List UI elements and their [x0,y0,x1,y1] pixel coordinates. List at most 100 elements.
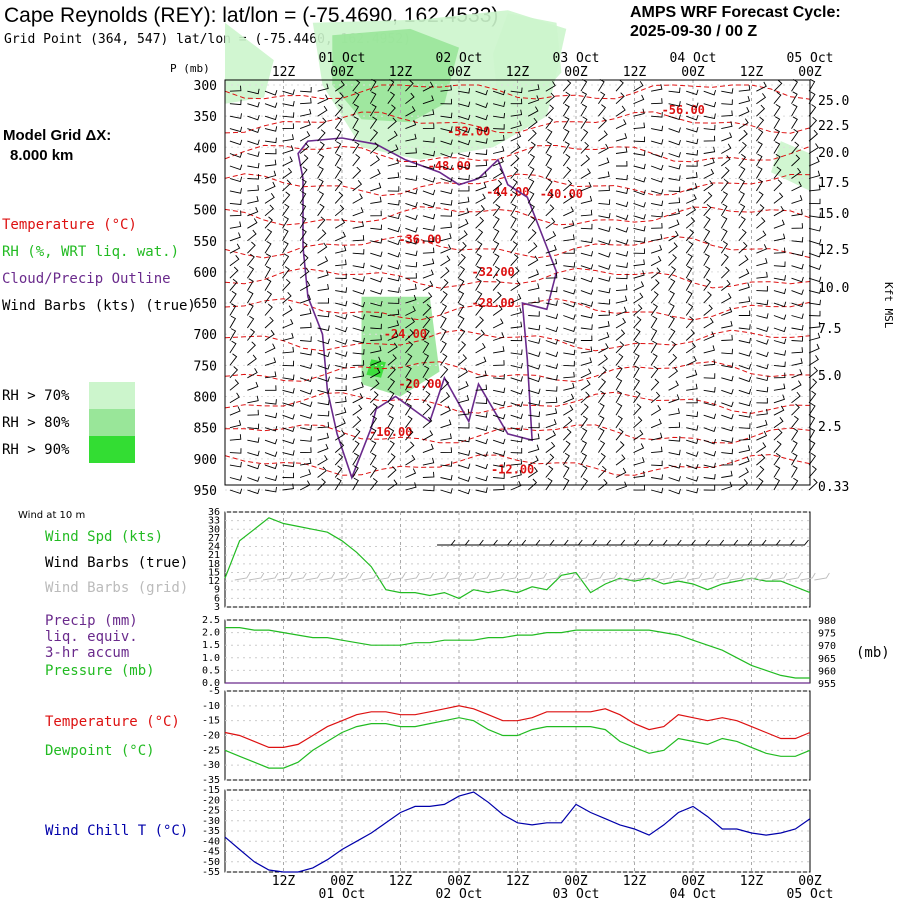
wind-barb [720,166,730,179]
wind-barb [756,408,768,416]
wind-barb [756,141,763,154]
wind-barb [545,419,557,429]
wind-barb [685,278,693,291]
wind-barb [492,203,501,217]
wind-barb [317,256,329,267]
wind-barb [773,104,781,117]
wind-barbs-legend: Wind Barbs (kts) (true) [2,298,196,314]
wind-barb [527,166,535,179]
wind-barb [668,380,679,391]
wind-barb [387,144,399,154]
wind-barb [405,441,415,453]
wind-barb [492,216,500,229]
wind-barb [370,251,383,257]
wind-barb [773,261,786,267]
wind-barb [598,354,608,366]
wind-barb [282,401,295,407]
wind-barb [773,91,782,104]
wind-barb [440,365,449,379]
wind-barb [563,349,576,356]
wind-barb [721,481,733,491]
cloud-legend: Cloud/Precip Outline [2,271,171,287]
wind-barb [300,336,312,342]
wind-barb [686,138,699,145]
grid-wind-barb [446,572,463,581]
wind-barb [247,265,255,279]
grid-wind-barb [701,572,717,581]
wind-barb [405,250,418,257]
wind-barb [615,201,629,208]
wind-barb [247,368,258,379]
height-tick-label: 7.5 [818,322,841,337]
wind-barb [475,228,484,242]
wind-barb [773,79,783,92]
wind-barb [387,226,401,233]
wind-barb [422,189,436,196]
wind-barb [492,157,504,167]
wind-barb [563,405,574,416]
wind-barb [527,242,538,254]
wind-barb [598,453,606,466]
wind-barb [510,425,523,431]
wind-barb [493,473,505,479]
wind-barb [651,98,663,105]
wind-barb [475,463,488,470]
wind-barb [229,420,242,429]
wind-barb [528,422,540,429]
wind-barb [738,388,752,395]
temp-panel: -35 -30 -25 -20 -15 -10 -5 [202,686,811,786]
wind-barb [545,116,554,129]
wind-barb [738,241,748,254]
cloud-outline [297,137,558,480]
grid-wind-barb [347,572,364,581]
surface-wind-barb [691,539,710,546]
wind-barb [703,400,716,407]
wind-barb [247,328,256,341]
rh-shading [225,10,810,397]
wind-barb [721,362,734,369]
wind-barb [528,455,539,466]
windchill-panel-ytick: -25 [202,806,220,817]
wind-barb [335,287,348,293]
wind-barb [756,257,768,267]
grid-wind-barb [644,572,661,581]
wind-barb [352,326,366,332]
wind-barb [510,436,523,443]
wind-barb [773,141,781,154]
wind-barb [440,244,452,254]
wind-barb [440,152,453,158]
wind-barb [633,457,645,466]
wind-barb [299,131,311,142]
windchill-panel-ytick: -50 [202,857,220,868]
wind-barb [335,231,346,242]
wind-barb [264,290,273,304]
wind-barb [334,80,345,92]
wind-barb [773,288,787,295]
model-grid-value: 8.000 km [10,147,74,164]
wind-barb [387,213,401,220]
wind-barb [686,161,698,167]
surface-wind-barb [465,539,484,546]
wind-barb [475,425,488,432]
wind-barb [808,366,819,379]
wind-barb [685,290,693,304]
wind-barb [334,429,346,441]
wind-barb [387,117,397,129]
wind-barb [580,440,588,453]
wind-barb [721,293,732,304]
wind-barb [352,452,360,466]
wind-barb [580,403,589,416]
wind-barb [791,428,799,441]
wind-barb [510,131,522,142]
wind-barb [756,465,765,478]
date-label-top: 03 Oct [553,51,600,66]
wind-barb [510,363,523,369]
wind-barb [475,398,488,404]
wind-panel-ytick: 21 [208,550,220,561]
wind-barb [738,107,750,117]
wind-barb [317,364,330,370]
wind-barb [633,328,641,341]
surface-wind-barb [493,539,512,546]
wind-barb [668,242,678,254]
wind-barb [650,315,658,329]
